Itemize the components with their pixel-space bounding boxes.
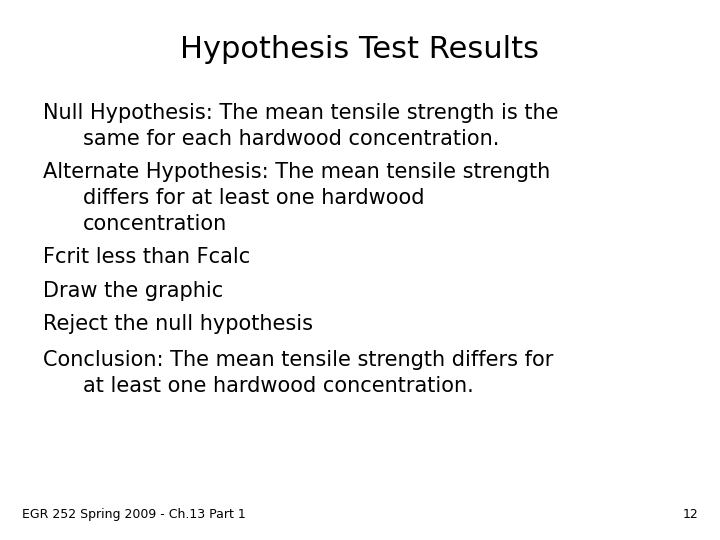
Text: Alternate Hypothesis: The mean tensile strength: Alternate Hypothesis: The mean tensile s…	[43, 162, 551, 182]
Text: Hypothesis Test Results: Hypothesis Test Results	[181, 35, 539, 64]
Text: Reject the null hypothesis: Reject the null hypothesis	[43, 314, 313, 334]
Text: Null Hypothesis: The mean tensile strength is the: Null Hypothesis: The mean tensile streng…	[43, 103, 559, 123]
Text: Fcrit less than Fcalc: Fcrit less than Fcalc	[43, 247, 251, 267]
Text: 12: 12	[683, 508, 698, 521]
Text: concentration: concentration	[83, 214, 227, 234]
Text: at least one hardwood concentration.: at least one hardwood concentration.	[83, 376, 474, 396]
Text: Draw the graphic: Draw the graphic	[43, 281, 223, 301]
Text: same for each hardwood concentration.: same for each hardwood concentration.	[83, 129, 499, 148]
Text: Conclusion: The mean tensile strength differs for: Conclusion: The mean tensile strength di…	[43, 350, 554, 370]
Text: differs for at least one hardwood: differs for at least one hardwood	[83, 188, 424, 208]
Text: EGR 252 Spring 2009 - Ch.13 Part 1: EGR 252 Spring 2009 - Ch.13 Part 1	[22, 508, 246, 521]
